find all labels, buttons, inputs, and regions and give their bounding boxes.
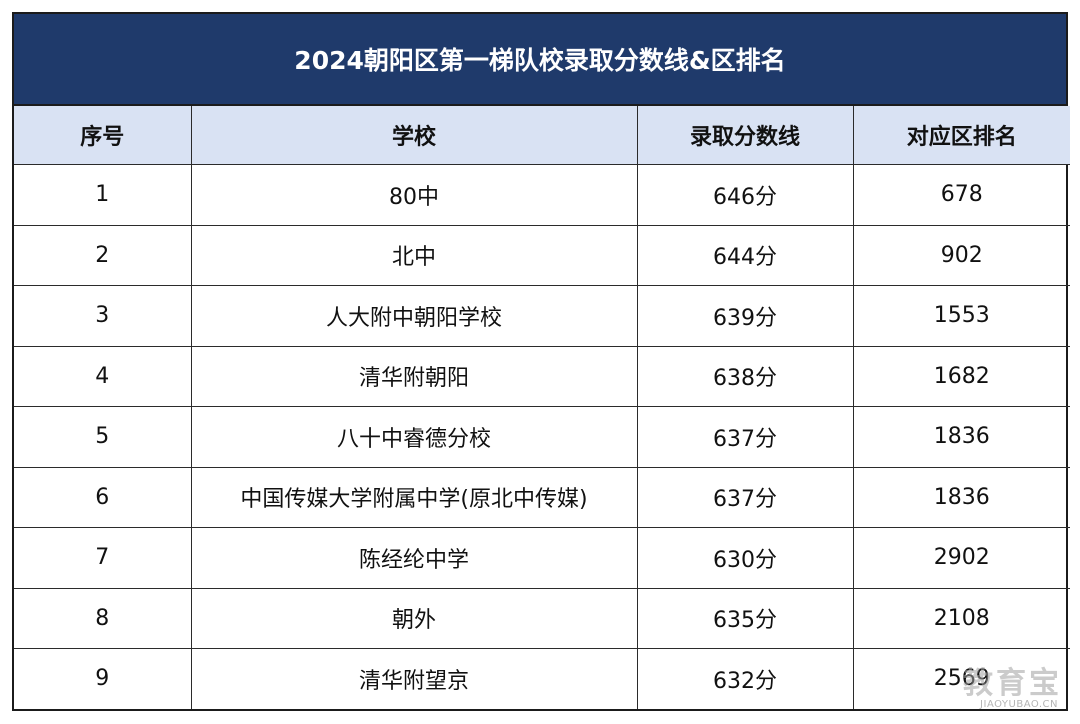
cell-no: 7 [14,527,192,589]
header-rank: 对应区排名 [852,106,1070,165]
table-row: 1 80中 646分 678 [14,164,1070,226]
cell-school: 80中 [190,164,638,226]
cell-rank: 1682 [852,345,1070,407]
table-row: 3 人大附中朝阳学校 639分 1553 [14,285,1070,347]
table-row: 8 朝外 635分 2108 [14,587,1070,649]
cell-score: 646分 [636,164,854,226]
cell-score: 635分 [636,587,854,649]
cell-no: 2 [14,224,192,286]
cell-school: 北中 [190,224,638,286]
cell-score: 632分 [636,648,854,709]
cell-rank: 2569 [852,648,1070,709]
cell-no: 3 [14,285,192,347]
header-row: 序号 学校 录取分数线 对应区排名 [14,106,1070,165]
table-row: 9 清华附望京 632分 2569 [14,648,1070,709]
cell-school: 朝外 [190,587,638,649]
cell-score: 639分 [636,285,854,347]
header-no: 序号 [14,106,192,165]
score-table-container: 2024朝阳区第一梯队校录取分数线&区排名 序号 学校 录取分数线 对应区排名 … [12,12,1070,711]
cell-no: 6 [14,466,192,528]
cell-school: 中国传媒大学附属中学(原北中传媒) [190,466,638,528]
cell-score: 638分 [636,345,854,407]
cell-school: 清华附朝阳 [190,345,638,407]
cell-score: 630分 [636,527,854,589]
cell-rank: 2902 [852,527,1070,589]
cell-no: 1 [14,164,192,226]
table-row: 4 清华附朝阳 638分 1682 [14,345,1070,407]
cell-school: 清华附望京 [190,648,638,709]
table-row: 2 北中 644分 902 [14,224,1070,286]
cell-rank: 1836 [852,466,1070,528]
cell-school: 人大附中朝阳学校 [190,285,638,347]
table-row: 5 八十中睿德分校 637分 1836 [14,406,1070,468]
cell-no: 9 [14,648,192,709]
score-table: 序号 学校 录取分数线 对应区排名 1 80中 646分 678 2 北中 64… [14,106,1070,709]
header-score: 录取分数线 [636,106,854,165]
table-row: 7 陈经纶中学 630分 2902 [14,527,1070,589]
cell-rank: 902 [852,224,1070,286]
cell-score: 637分 [636,406,854,468]
cell-rank: 1836 [852,406,1070,468]
cell-no: 8 [14,587,192,649]
cell-no: 4 [14,345,192,407]
cell-score: 637分 [636,466,854,528]
cell-score: 644分 [636,224,854,286]
table-row: 6 中国传媒大学附属中学(原北中传媒) 637分 1836 [14,466,1070,528]
cell-school: 八十中睿德分校 [190,406,638,468]
cell-rank: 2108 [852,587,1070,649]
cell-no: 5 [14,406,192,468]
cell-rank: 678 [852,164,1070,226]
cell-school: 陈经纶中学 [190,527,638,589]
table-title: 2024朝阳区第一梯队校录取分数线&区排名 [14,14,1066,106]
header-school: 学校 [190,106,638,165]
cell-rank: 1553 [852,285,1070,347]
